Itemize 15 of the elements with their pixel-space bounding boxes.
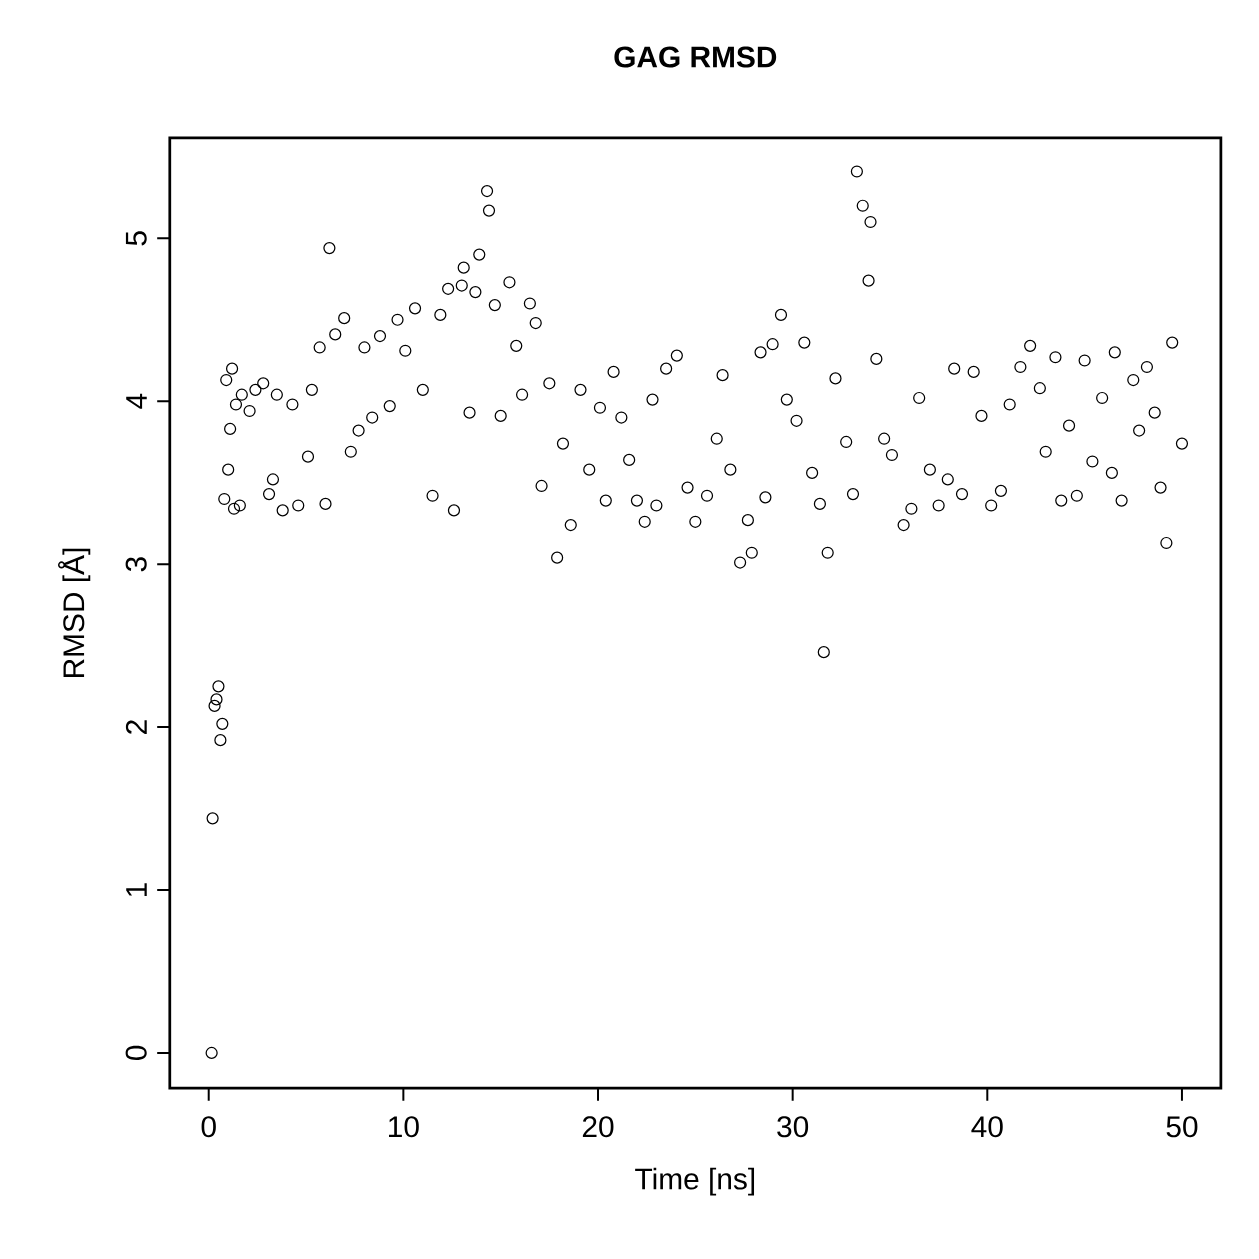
x-tick-label: 40	[971, 1116, 1003, 1138]
y-tick-label: 0	[125, 1045, 147, 1061]
x-tick-label: 10	[389, 1116, 419, 1138]
y-tick-label: 3	[125, 557, 147, 572]
y-tick-label: 1	[126, 883, 147, 897]
x-axis-title: Time [ns]	[635, 1167, 755, 1196]
y-tick-label: 4	[126, 393, 147, 409]
x-tick-label: 0	[201, 1116, 216, 1138]
x-tick-label: 50	[1166, 1116, 1198, 1138]
y-tick-label: 5	[125, 231, 147, 246]
x-tick-label: 20	[582, 1116, 614, 1138]
y-axis-title: RMSD [Å]	[57, 548, 91, 677]
y-tick-label: 2	[125, 720, 147, 734]
chart-title: GAG RMSD	[614, 46, 777, 68]
x-tick-label: 30	[777, 1116, 809, 1138]
